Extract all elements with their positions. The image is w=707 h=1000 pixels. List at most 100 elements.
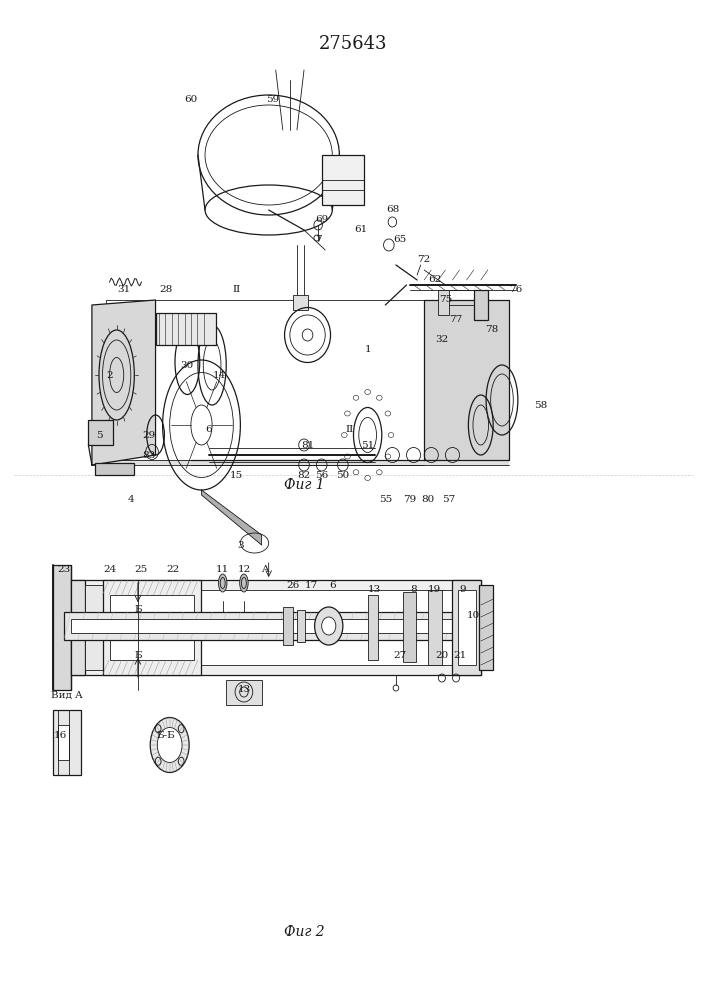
Text: 16: 16	[54, 730, 66, 740]
Text: 9: 9	[460, 585, 467, 594]
Bar	[88, 420, 113, 445]
Text: 8: 8	[410, 585, 417, 594]
Text: 13: 13	[368, 585, 381, 594]
Bar	[297, 610, 305, 642]
Text: 78: 78	[485, 326, 498, 334]
Text: 22: 22	[167, 566, 180, 574]
Text: 12: 12	[238, 566, 250, 574]
Text: 51: 51	[361, 440, 374, 450]
Ellipse shape	[240, 574, 248, 592]
Text: 31: 31	[117, 286, 130, 294]
Text: 69: 69	[315, 216, 328, 225]
Ellipse shape	[218, 574, 227, 592]
Text: 21: 21	[453, 650, 466, 660]
Text: 75: 75	[439, 296, 452, 304]
Text: 15: 15	[230, 471, 243, 480]
Polygon shape	[92, 460, 509, 465]
Text: 10: 10	[467, 610, 480, 619]
Text: 3: 3	[237, 540, 244, 550]
Text: 275643: 275643	[320, 35, 387, 53]
Bar	[85, 585, 103, 670]
Bar	[403, 592, 416, 662]
Text: 50: 50	[337, 471, 349, 480]
Text: 6: 6	[205, 426, 212, 434]
Bar	[53, 565, 71, 690]
Ellipse shape	[322, 617, 336, 635]
Text: 1: 1	[364, 346, 371, 355]
Text: 20: 20	[436, 650, 448, 660]
Bar	[368, 595, 378, 660]
Text: 60: 60	[185, 96, 197, 104]
Text: Фиг 2: Фиг 2	[284, 925, 325, 939]
Text: II: II	[233, 286, 241, 294]
Text: 2: 2	[106, 370, 113, 379]
Bar	[479, 585, 493, 670]
Text: A: A	[262, 566, 269, 574]
Bar	[474, 290, 488, 320]
Text: 27: 27	[393, 650, 406, 660]
Text: 5: 5	[95, 430, 103, 440]
Text: 61: 61	[354, 226, 367, 234]
Bar	[57, 580, 481, 675]
Text: 68: 68	[386, 206, 399, 215]
Bar	[53, 710, 81, 775]
Bar	[458, 590, 476, 665]
Text: 76: 76	[510, 286, 522, 294]
Text: Б: Б	[134, 605, 141, 614]
Bar	[71, 580, 85, 675]
Ellipse shape	[315, 607, 343, 645]
Text: 7: 7	[315, 235, 322, 244]
Text: Фиг 1: Фиг 1	[284, 478, 325, 492]
Text: 55: 55	[379, 495, 392, 504]
Text: 77: 77	[450, 316, 462, 324]
Text: 26: 26	[287, 580, 300, 589]
Text: 57: 57	[443, 495, 455, 504]
Text: 62: 62	[428, 275, 441, 284]
Text: 14: 14	[213, 370, 226, 379]
Bar	[64, 590, 474, 665]
Text: Б: Б	[134, 650, 141, 660]
Polygon shape	[201, 490, 262, 545]
Bar	[58, 725, 69, 760]
Text: 25: 25	[135, 566, 148, 574]
Text: 83: 83	[142, 450, 155, 460]
Ellipse shape	[151, 718, 189, 772]
Text: 23: 23	[57, 566, 70, 574]
Bar	[438, 290, 449, 315]
Bar	[322, 155, 364, 205]
Text: 13: 13	[238, 686, 250, 694]
Bar	[428, 590, 442, 665]
Ellipse shape	[157, 728, 182, 762]
Polygon shape	[424, 300, 509, 460]
Text: Вид A: Вид A	[52, 690, 83, 700]
Text: 17: 17	[305, 580, 317, 589]
Text: 32: 32	[436, 336, 448, 344]
Text: 19: 19	[428, 585, 441, 594]
Text: 24: 24	[103, 566, 116, 574]
Bar	[226, 680, 262, 705]
Text: 56: 56	[315, 471, 328, 480]
Text: 28: 28	[160, 286, 173, 294]
Text: 30: 30	[181, 360, 194, 369]
Polygon shape	[92, 300, 156, 465]
Text: Б-Б: Б-Б	[157, 730, 175, 740]
Bar	[103, 580, 201, 675]
Bar	[293, 295, 308, 310]
Text: II: II	[346, 426, 354, 434]
Text: 59: 59	[266, 96, 279, 104]
Bar	[283, 607, 293, 645]
Text: 82: 82	[298, 471, 310, 480]
Text: 11: 11	[216, 566, 229, 574]
Text: 29: 29	[142, 430, 155, 440]
Bar	[64, 612, 481, 640]
Bar	[452, 580, 481, 675]
Bar	[71, 619, 467, 633]
Bar	[95, 463, 134, 475]
Bar	[156, 313, 216, 345]
Text: 72: 72	[418, 255, 431, 264]
Text: 79: 79	[404, 495, 416, 504]
Text: 81: 81	[301, 440, 314, 450]
Bar	[110, 595, 194, 660]
Text: 65: 65	[393, 235, 406, 244]
Text: 80: 80	[421, 495, 434, 504]
